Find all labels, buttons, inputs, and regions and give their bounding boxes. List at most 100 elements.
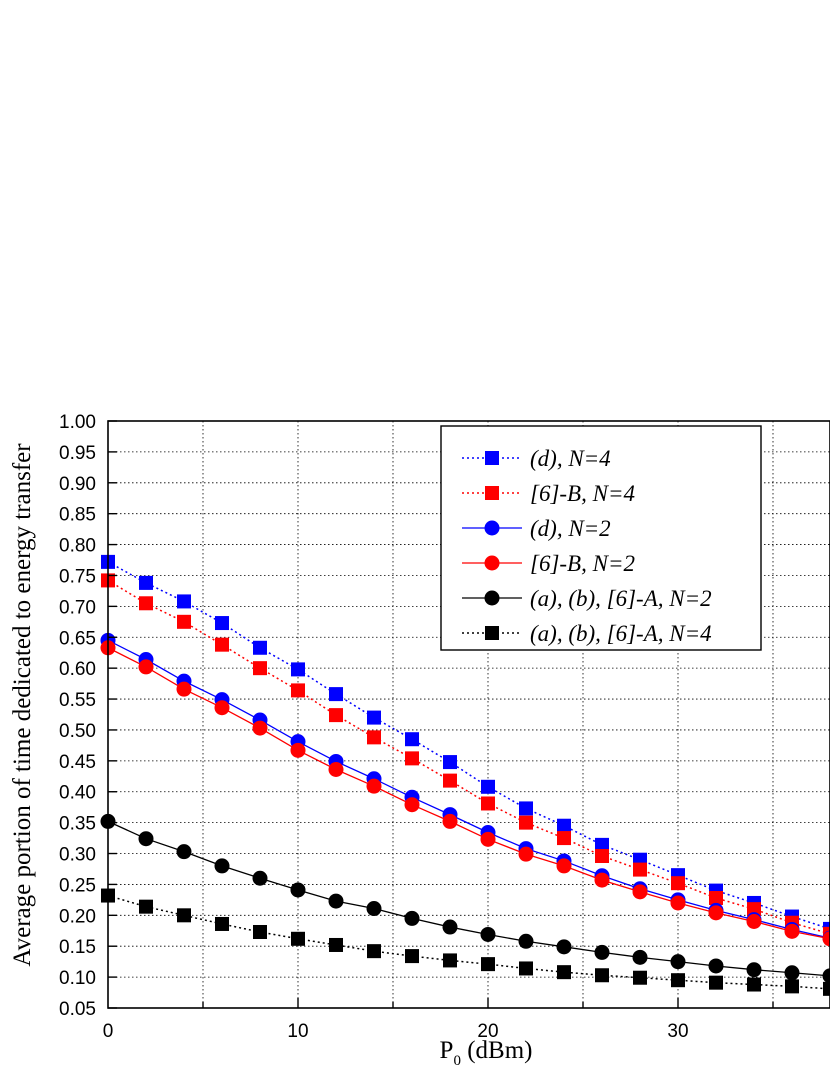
data-point	[443, 773, 457, 788]
data-point	[367, 944, 381, 959]
data-point	[291, 683, 305, 698]
data-point	[215, 916, 229, 931]
x-tick-label: 10	[287, 1021, 308, 1042]
y-tick-label: 0.95	[59, 443, 96, 464]
data-point	[177, 614, 191, 629]
data-point	[785, 979, 799, 994]
data-point	[177, 908, 191, 923]
data-point	[557, 818, 571, 833]
y-tick-label: 0.10	[59, 968, 96, 989]
data-point	[633, 970, 647, 985]
x-axis-title-unit: (dBm)	[461, 1037, 533, 1064]
data-point	[367, 710, 381, 725]
data-point	[822, 968, 830, 984]
data-point	[709, 975, 723, 990]
data-point	[404, 910, 420, 926]
data-point	[671, 876, 685, 891]
legend-marker	[485, 486, 499, 500]
data-point	[290, 742, 306, 758]
y-tick-label: 0.05	[59, 999, 96, 1020]
data-point	[671, 973, 685, 988]
series-2	[101, 573, 830, 941]
series-6	[101, 888, 830, 996]
data-point	[556, 858, 572, 874]
y-tick-label: 0.45	[59, 752, 96, 773]
x-tick-label: 30	[667, 1021, 688, 1042]
y-tick-label: 0.55	[59, 690, 96, 711]
data-point	[329, 687, 343, 702]
data-point	[670, 954, 686, 970]
data-point	[556, 939, 572, 955]
legend-items: (d), N=4 [6]-B, N=4 (d), N=2 [6]-B, N=2 (a),…	[462, 446, 712, 646]
legend-label: [6]-B, N=2	[530, 551, 635, 576]
data-point	[328, 893, 344, 909]
y-axis-title: Average portion of time dedicated to ene…	[9, 443, 36, 967]
data-point	[139, 899, 153, 914]
data-point	[708, 958, 724, 974]
data-point	[481, 957, 495, 972]
legend-marker	[485, 626, 499, 640]
data-point	[442, 813, 458, 829]
data-point	[443, 755, 457, 770]
data-point	[329, 937, 343, 952]
data-point	[480, 831, 496, 847]
y-tick-label: 0.35	[59, 814, 96, 835]
data-point	[176, 681, 192, 697]
data-point	[481, 779, 495, 794]
data-point	[215, 637, 229, 652]
data-point	[138, 659, 154, 675]
data-point	[139, 596, 153, 611]
x-tick-label: 0	[103, 1021, 114, 1042]
data-point	[252, 870, 268, 886]
data-point	[366, 901, 382, 917]
data-point	[747, 902, 761, 917]
data-point	[519, 801, 533, 816]
data-point	[328, 761, 344, 777]
data-point	[519, 815, 533, 830]
data-point	[290, 882, 306, 898]
legend-label: [6]-B, N=4	[530, 481, 635, 506]
legend-label: (d), N=4	[530, 446, 611, 471]
legend-label: (a), (b), [6]-A, N=4	[530, 621, 712, 646]
legend-marker	[485, 451, 499, 465]
x-axis-title: P0 (dBm)	[440, 1037, 533, 1069]
y-tick-label: 0.50	[59, 721, 96, 742]
data-point	[442, 919, 458, 935]
y-tick-label: 0.30	[59, 845, 96, 866]
legend-marker	[484, 520, 500, 536]
data-point	[177, 594, 191, 609]
y-tick-label: 0.80	[59, 536, 96, 557]
data-point	[557, 965, 571, 980]
data-point	[253, 640, 267, 655]
y-tick-label: 1.00	[59, 412, 96, 433]
data-point	[253, 661, 267, 676]
y-tick-label: 0.60	[59, 659, 96, 680]
x-tick-label: 20	[477, 1021, 498, 1042]
data-point	[518, 846, 534, 862]
data-point	[214, 700, 230, 716]
data-point	[253, 924, 267, 939]
data-point	[215, 616, 229, 631]
data-point	[291, 931, 305, 946]
y-tick-label: 0.90	[59, 474, 96, 495]
data-point	[709, 891, 723, 906]
data-point	[784, 923, 800, 939]
series-4	[100, 640, 830, 947]
data-point	[595, 848, 609, 863]
y-tick-label: 0.40	[59, 783, 96, 804]
data-point	[633, 862, 647, 877]
data-point	[518, 933, 534, 949]
legend-label: (d), N=2	[530, 516, 611, 541]
data-point	[176, 844, 192, 860]
y-tick-label: 0.25	[59, 875, 96, 896]
data-point	[784, 965, 800, 981]
y-tick-label: 0.20	[59, 906, 96, 927]
data-point	[595, 837, 609, 852]
data-point	[747, 977, 761, 992]
data-point	[481, 796, 495, 811]
y-tick-label: 0.15	[59, 937, 96, 958]
data-point	[557, 831, 571, 846]
data-point	[823, 981, 830, 996]
data-point	[252, 720, 268, 736]
data-point	[443, 953, 457, 968]
